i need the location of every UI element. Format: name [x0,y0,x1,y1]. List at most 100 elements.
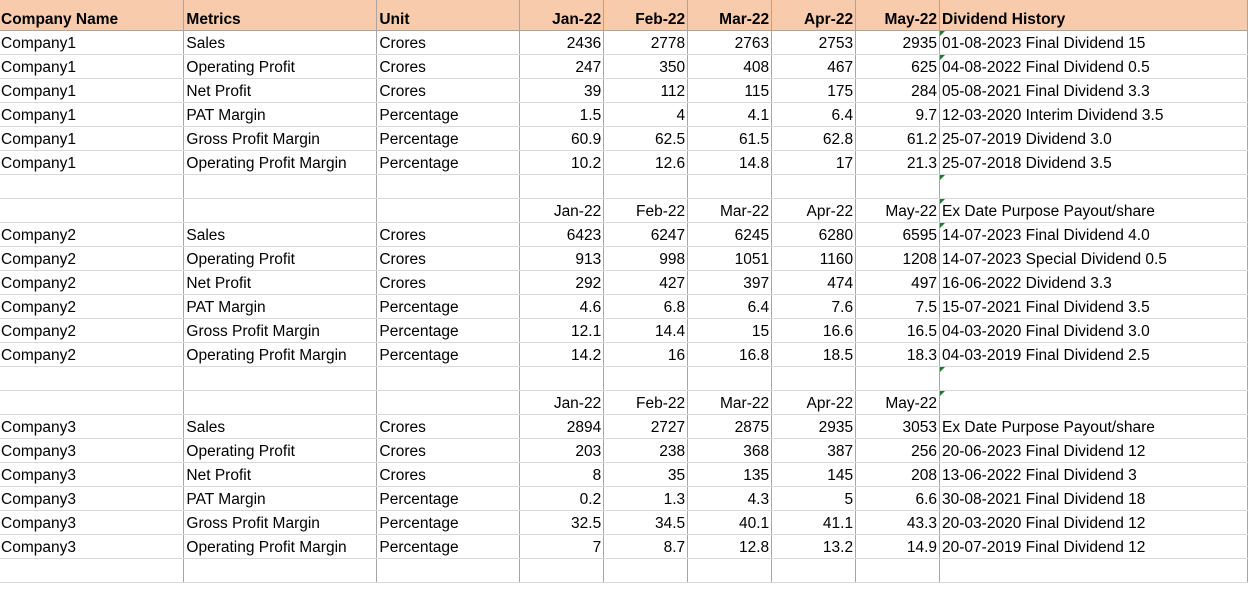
company-name-cell[interactable]: Company2 [0,246,185,271]
jan-22-cell[interactable]: 12.1 [519,318,605,343]
mar-22-cell[interactable] [687,174,773,199]
jan-22-cell[interactable]: 1.5 [519,102,605,127]
may-22-cell[interactable]: 256 [855,438,941,463]
company-name-cell[interactable]: Company3 [0,486,185,511]
company-name-cell[interactable]: Company3 [0,414,185,439]
metric-cell[interactable] [183,174,378,199]
may-22-cell[interactable]: 497 [855,270,941,295]
feb-22-cell[interactable]: 2778 [603,30,689,55]
unit-cell[interactable]: Crores [376,270,521,295]
apr-22-cell[interactable]: 387 [771,438,857,463]
metric-cell[interactable]: Sales [183,414,378,439]
dividend-history-cell[interactable]: 25-07-2019 Dividend 3.0 [939,126,1248,151]
unit-cell[interactable]: Crores [376,246,521,271]
may-22-cell[interactable]: 6595 [855,222,941,247]
dividend-history-cell[interactable]: 01-08-2023 Final Dividend 15 [939,30,1248,55]
may-22-cell[interactable]: 625 [855,54,941,79]
jan-22-cell[interactable]: 4.6 [519,294,605,319]
header-metric[interactable]: Metrics [183,0,378,31]
company-name-cell[interactable]: Company2 [0,342,185,367]
jan-22-cell[interactable]: 2894 [519,414,605,439]
header-jan-22[interactable]: Jan-22 [519,0,605,31]
company-name-cell[interactable] [0,366,185,391]
dividend-history-cell[interactable]: 30-08-2021 Final Dividend 18 [939,486,1248,511]
may-22-cell[interactable]: 14.9 [855,534,941,559]
header-company-name[interactable]: Company Name [0,0,185,31]
apr-22-cell[interactable]: 1160 [771,246,857,271]
unit-cell[interactable]: Crores [376,30,521,55]
unit-cell[interactable] [376,174,521,199]
company-name-cell[interactable]: Company3 [0,462,185,487]
dividend-history-cell[interactable]: 25-07-2018 Dividend 3.5 [939,150,1248,175]
dividend-history-cell[interactable]: 20-03-2020 Final Dividend 12 [939,510,1248,535]
jan-22-cell[interactable]: 2436 [519,30,605,55]
company-name-cell[interactable] [0,174,185,199]
mar-22-cell[interactable]: Mar-22 [687,390,773,415]
metric-cell[interactable]: Sales [183,30,378,55]
dividend-history-cell[interactable]: 14-07-2023 Special Dividend 0.5 [939,246,1248,271]
may-22-cell[interactable]: 3053 [855,414,941,439]
jan-22-cell[interactable]: Jan-22 [519,390,605,415]
mar-22-cell[interactable]: 1051 [687,246,773,271]
feb-22-cell[interactable]: 238 [603,438,689,463]
unit-cell[interactable] [376,198,521,223]
mar-22-cell[interactable]: Mar-22 [687,198,773,223]
apr-22-cell[interactable]: 17 [771,150,857,175]
unit-cell[interactable]: Crores [376,438,521,463]
dividend-history-cell[interactable] [939,390,1248,415]
unit-cell[interactable]: Percentage [376,486,521,511]
feb-22-cell[interactable]: 16 [603,342,689,367]
dividend-history-cell[interactable]: 04-03-2019 Final Dividend 2.5 [939,342,1248,367]
feb-22-cell[interactable]: 35 [603,462,689,487]
dividend-history-cell[interactable]: 05-08-2021 Final Dividend 3.3 [939,78,1248,103]
header-unit[interactable]: Unit [376,0,521,31]
feb-22-cell[interactable]: 8.7 [603,534,689,559]
metric-cell[interactable]: PAT Margin [183,486,378,511]
may-22-cell[interactable]: 9.7 [855,102,941,127]
feb-22-cell[interactable]: 12.6 [603,150,689,175]
jan-22-cell[interactable]: 60.9 [519,126,605,151]
mar-22-cell[interactable]: 4.1 [687,102,773,127]
feb-22-cell[interactable]: 1.3 [603,486,689,511]
apr-22-cell[interactable]: 145 [771,462,857,487]
feb-22-cell[interactable]: Feb-22 [603,198,689,223]
may-22-cell[interactable] [855,174,941,199]
company-name-cell[interactable] [0,198,185,223]
mar-22-cell[interactable]: 15 [687,318,773,343]
unit-cell[interactable]: Crores [376,414,521,439]
unit-cell[interactable]: Percentage [376,534,521,559]
company-name-cell[interactable]: Company3 [0,534,185,559]
apr-22-cell[interactable]: 62.8 [771,126,857,151]
jan-22-cell[interactable] [519,366,605,391]
may-22-cell[interactable]: 61.2 [855,126,941,151]
company-name-cell[interactable] [0,558,185,583]
may-22-cell[interactable]: May-22 [855,390,941,415]
company-name-cell[interactable]: Company2 [0,294,185,319]
mar-22-cell[interactable]: 14.8 [687,150,773,175]
unit-cell[interactable]: Percentage [376,342,521,367]
unit-cell[interactable]: Crores [376,78,521,103]
mar-22-cell[interactable]: 115 [687,78,773,103]
may-22-cell[interactable]: 21.3 [855,150,941,175]
jan-22-cell[interactable]: 14.2 [519,342,605,367]
feb-22-cell[interactable]: Feb-22 [603,390,689,415]
feb-22-cell[interactable]: 2727 [603,414,689,439]
jan-22-cell[interactable]: 913 [519,246,605,271]
company-name-cell[interactable]: Company3 [0,438,185,463]
jan-22-cell[interactable] [519,558,605,583]
may-22-cell[interactable]: 16.5 [855,318,941,343]
unit-cell[interactable]: Percentage [376,102,521,127]
company-name-cell[interactable]: Company1 [0,126,185,151]
may-22-cell[interactable]: 6.6 [855,486,941,511]
company-name-cell[interactable]: Company1 [0,150,185,175]
metric-cell[interactable]: Operating Profit [183,246,378,271]
header-dividend-history[interactable]: Dividend History [939,0,1248,31]
jan-22-cell[interactable]: 6423 [519,222,605,247]
jan-22-cell[interactable]: 39 [519,78,605,103]
dividend-history-cell[interactable]: 20-07-2019 Final Dividend 12 [939,534,1248,559]
apr-22-cell[interactable]: 2935 [771,414,857,439]
metric-cell[interactable]: Operating Profit Margin [183,534,378,559]
company-name-cell[interactable]: Company1 [0,78,185,103]
unit-cell[interactable]: Percentage [376,318,521,343]
feb-22-cell[interactable]: 4 [603,102,689,127]
